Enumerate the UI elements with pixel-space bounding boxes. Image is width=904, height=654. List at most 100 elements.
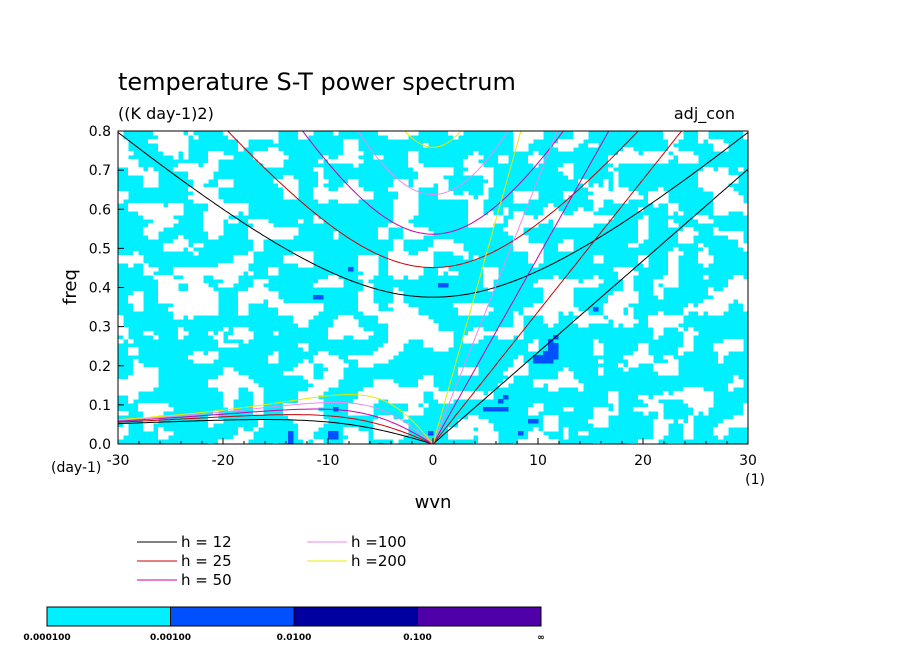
- heatmap-cell-below-threshold: [233, 331, 239, 336]
- heatmap-cell-below-threshold: [638, 227, 644, 232]
- heatmap-cell-below-threshold: [418, 263, 424, 268]
- heatmap-cell-below-threshold: [613, 319, 619, 324]
- heatmap-cell-below-threshold: [643, 351, 649, 356]
- heatmap-cell-below-threshold: [668, 395, 674, 400]
- heatmap-cell-below-threshold: [618, 291, 624, 296]
- heatmap-cell-below-threshold: [518, 315, 524, 320]
- heatmap-cell-below-threshold: [223, 263, 229, 268]
- heatmap-cell-below-threshold: [233, 375, 239, 380]
- heatmap-cell-below-threshold: [393, 247, 399, 252]
- heatmap-cell-below-threshold: [373, 259, 379, 264]
- heatmap-cell-below-threshold: [698, 387, 704, 392]
- heatmap-cell-below-threshold: [548, 279, 554, 284]
- heatmap-cell-below-threshold: [208, 235, 214, 240]
- heatmap-cell-below-threshold: [233, 255, 239, 260]
- heatmap-cell-below-threshold: [258, 295, 264, 300]
- heatmap-cell-below-threshold: [613, 295, 619, 300]
- heatmap-cell-below-threshold: [313, 167, 319, 172]
- heatmap-cell-below-threshold: [153, 219, 159, 224]
- heatmap-cell-below-threshold: [653, 291, 659, 296]
- heatmap-cell-below-threshold: [418, 171, 424, 176]
- heatmap-cell-below-threshold: [568, 191, 574, 196]
- heatmap-cell-below-threshold: [518, 439, 524, 444]
- heatmap-cell-below-threshold: [468, 415, 474, 420]
- heatmap-cell-below-threshold: [413, 315, 419, 320]
- heatmap-cell-below-threshold: [588, 283, 594, 288]
- heatmap-cell-below-threshold: [658, 415, 664, 420]
- heatmap-cell-below-threshold: [208, 359, 214, 364]
- heatmap-cell-below-threshold: [498, 159, 504, 164]
- heatmap-cell-below-threshold: [278, 231, 284, 236]
- heatmap-cell-below-threshold: [268, 235, 274, 240]
- heatmap-cell-below-threshold: [683, 339, 689, 344]
- heatmap-cell-below-threshold: [468, 211, 474, 216]
- heatmap-cell-below-threshold: [143, 423, 149, 428]
- heatmap-cell-below-threshold: [248, 331, 254, 336]
- heatmap-cell-below-threshold: [728, 339, 734, 344]
- heatmap-cell-below-threshold: [723, 231, 729, 236]
- heatmap-cell-below-threshold: [613, 399, 619, 404]
- heatmap-cell-below-threshold: [738, 379, 744, 384]
- heatmap-cell-below-threshold: [338, 363, 344, 368]
- heatmap-cell-below-threshold: [588, 319, 594, 324]
- heatmap-cell-below-threshold: [693, 399, 699, 404]
- heatmap-cell-below-threshold: [298, 435, 304, 440]
- heatmap-cell-below-threshold: [713, 139, 719, 144]
- heatmap-cell-below-threshold: [243, 131, 249, 136]
- heatmap-cell-below-threshold: [278, 311, 284, 316]
- heatmap-cell-below-threshold: [383, 383, 389, 388]
- heatmap-cell-below-threshold: [563, 247, 569, 252]
- heatmap-cell-below-threshold: [423, 231, 429, 236]
- heatmap-cell-below-threshold: [488, 183, 494, 188]
- heatmap-cell-below-threshold: [603, 191, 609, 196]
- y-tick-label: 0.5: [89, 241, 111, 257]
- heatmap-cell-below-threshold: [523, 139, 529, 144]
- heatmap-cell-below-threshold: [423, 255, 429, 260]
- heatmap-cell-below-threshold: [288, 311, 294, 316]
- heatmap-cell-below-threshold: [668, 131, 674, 136]
- heatmap-cell-below-threshold: [558, 287, 564, 292]
- heatmap-cell-below-threshold: [238, 271, 244, 276]
- heatmap-cell-below-threshold: [198, 311, 204, 316]
- heatmap-cell-below-threshold: [533, 159, 539, 164]
- heatmap-cell-below-threshold: [233, 259, 239, 264]
- heatmap-cell-below-threshold: [233, 203, 239, 208]
- heatmap-cell-below-threshold: [293, 415, 299, 420]
- heatmap-cell-below-threshold: [148, 223, 154, 228]
- heatmap-cell-below-threshold: [543, 311, 549, 316]
- heatmap-cell-below-threshold: [683, 235, 689, 240]
- heatmap-cell-below-threshold: [708, 307, 714, 312]
- heatmap-cell-below-threshold: [153, 223, 159, 228]
- heatmap-cell-below-threshold: [388, 431, 394, 436]
- heatmap-cell-below-threshold: [563, 139, 569, 144]
- heatmap-cell-below-threshold: [268, 223, 274, 228]
- heatmap-cell-below-threshold: [168, 431, 174, 436]
- heatmap-cell-below-threshold: [593, 215, 599, 220]
- heatmap-cell-below-threshold: [393, 179, 399, 184]
- heatmap-cell-below-threshold: [393, 243, 399, 248]
- heatmap-cell-below-threshold: [523, 147, 529, 152]
- heatmap-cell-below-threshold: [163, 299, 169, 304]
- heatmap-cell-below-threshold: [248, 131, 254, 136]
- heatmap-cell-below-threshold: [373, 255, 379, 260]
- heatmap-cell-below-threshold: [628, 147, 634, 152]
- heatmap-cell-below-threshold: [728, 287, 734, 292]
- heatmap-cell-below-threshold: [723, 351, 729, 356]
- heatmap-cell-below-threshold: [413, 407, 419, 412]
- heatmap-cell-below-threshold: [703, 131, 709, 136]
- heatmap-cell-below-threshold: [693, 407, 699, 412]
- heatmap-cell-below-threshold: [448, 335, 454, 340]
- heatmap-cell-below-threshold: [743, 415, 748, 420]
- heatmap-cell-below-threshold: [743, 299, 748, 304]
- heatmap-cell-below-threshold: [663, 155, 669, 160]
- heatmap-cell-below-threshold: [683, 151, 689, 156]
- heatmap-cell-below-threshold: [643, 263, 649, 268]
- heatmap-cell-below-threshold: [583, 283, 589, 288]
- heatmap-cell-below-threshold: [163, 287, 169, 292]
- heatmap-cell-below-threshold: [238, 263, 244, 268]
- heatmap-cell-below-threshold: [628, 359, 634, 364]
- heatmap-cell-below-threshold: [743, 407, 748, 412]
- heatmap-cell-below-threshold: [538, 431, 544, 436]
- heatmap-cell-below-threshold: [173, 267, 179, 272]
- heatmap-cell-below-threshold: [118, 195, 124, 200]
